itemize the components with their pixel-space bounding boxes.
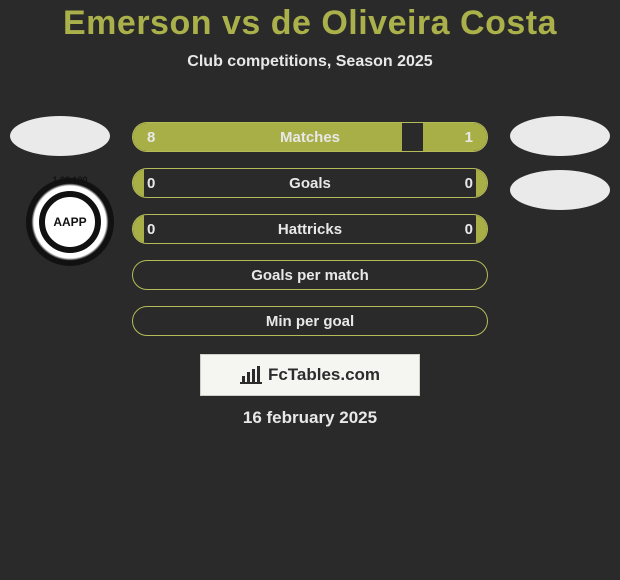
branding-text: FcTables.com — [268, 365, 380, 385]
player-right-club-avatar — [510, 170, 610, 210]
bar-value-right: 0 — [465, 169, 473, 197]
snapshot-date: 16 february 2025 — [0, 408, 620, 428]
club-badge-top-text: 1.08.190 — [52, 175, 87, 185]
bar-row-min-per-goal: Min per goal — [132, 306, 488, 336]
bar-label: Hattricks — [133, 215, 487, 243]
bar-label: Goals per match — [133, 261, 487, 289]
page-title: Emerson vs de Oliveira Costa — [0, 4, 620, 43]
player-left-avatar — [10, 116, 110, 156]
club-badge-text: AAPP — [53, 215, 86, 229]
bar-label: Min per goal — [133, 307, 487, 335]
bar-chart-icon — [240, 366, 262, 384]
player-left-club-badge: 1.08.190 AAPP — [26, 178, 114, 266]
comparison-bars: 8 Matches 1 0 Goals 0 0 Hattricks 0 Goal… — [132, 122, 488, 352]
bar-value-right: 1 — [465, 123, 473, 151]
branding-box: FcTables.com — [200, 354, 420, 396]
bar-row-matches: 8 Matches 1 — [132, 122, 488, 152]
bar-label: Matches — [133, 123, 487, 151]
page-subtitle: Club competitions, Season 2025 — [0, 53, 620, 71]
player-right-avatar — [510, 116, 610, 156]
bar-value-right: 0 — [465, 215, 473, 243]
bar-label: Goals — [133, 169, 487, 197]
bar-row-goals-per-match: Goals per match — [132, 260, 488, 290]
bar-row-goals: 0 Goals 0 — [132, 168, 488, 198]
bar-row-hattricks: 0 Hattricks 0 — [132, 214, 488, 244]
